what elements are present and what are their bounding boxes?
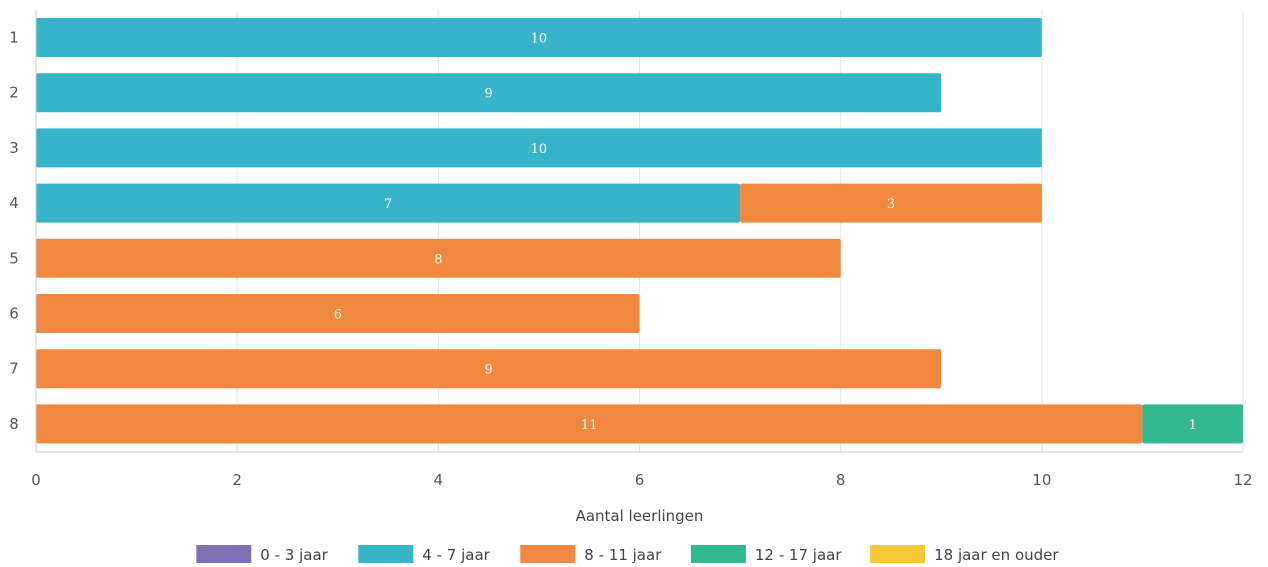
bar-segment — [36, 404, 1143, 444]
y-tick-label: 6 — [9, 305, 19, 323]
legend-label: 0 - 3 jaar — [260, 546, 328, 564]
data-label: 6 — [334, 308, 342, 323]
x-tick-label: 4 — [434, 471, 444, 489]
data-label: 8 — [434, 252, 442, 267]
y-tick-label: 1 — [9, 29, 19, 47]
bar-segment — [740, 183, 1042, 223]
data-label: 11 — [581, 418, 598, 433]
legend-swatch — [358, 545, 414, 563]
data-label: 9 — [484, 363, 492, 378]
bar-segment — [36, 18, 1042, 57]
x-axis-title: Aantal leerlingen — [576, 507, 704, 525]
legend-label: 4 - 7 jaar — [422, 546, 490, 564]
y-tick-label: 5 — [9, 249, 19, 267]
x-tick-label: 0 — [31, 471, 41, 489]
legend-swatch — [196, 545, 252, 563]
data-label: 10 — [531, 32, 548, 47]
legend-layer: 0 - 3 jaar 4 - 7 jaar 8 - 11 jaar 12 - 17 j… — [196, 545, 1059, 564]
y-tick-label: 3 — [9, 139, 19, 157]
y-tick-label: 2 — [9, 84, 19, 102]
data-label: 3 — [887, 197, 895, 212]
legend-swatch — [690, 545, 746, 563]
data-label: 9 — [484, 87, 492, 102]
legend-swatch — [520, 545, 576, 563]
x-tick-label: 8 — [836, 471, 846, 489]
legend-label: 8 - 11 jaar — [584, 546, 662, 564]
bar-segment — [36, 73, 942, 113]
bar-segment — [36, 238, 841, 278]
bar-segment — [36, 128, 1042, 168]
x-tick-label: 2 — [232, 471, 242, 489]
y-tick-label: 7 — [9, 360, 19, 378]
bar-segment — [1142, 404, 1243, 444]
data-label: 1 — [1189, 418, 1197, 433]
bar-segment — [36, 349, 942, 389]
data-label: 7 — [384, 197, 392, 212]
x-tick-label: 12 — [1233, 471, 1252, 489]
x-tick-label: 10 — [1032, 471, 1051, 489]
bar-segment — [36, 294, 640, 333]
legend-swatch — [870, 545, 926, 563]
bar-segment — [36, 183, 741, 223]
y-tick-label: 8 — [9, 415, 19, 433]
x-tick-label: 6 — [635, 471, 645, 489]
data-label: 10 — [531, 142, 548, 157]
legend-label: 18 jaar en ouder — [934, 546, 1059, 564]
y-tick-label: 4 — [9, 194, 19, 212]
legend-label: 12 - 17 jaar — [755, 546, 842, 564]
